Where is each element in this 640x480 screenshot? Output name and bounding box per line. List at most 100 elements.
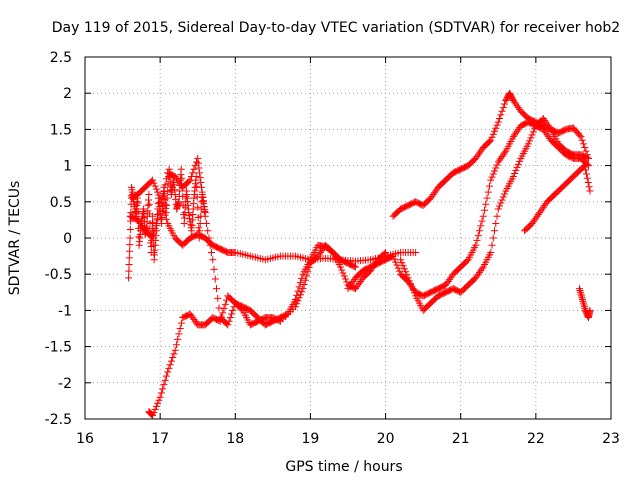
data-point — [489, 234, 497, 242]
x-tick-label: 17 — [151, 431, 169, 447]
data-point — [193, 193, 201, 201]
data-point — [210, 265, 218, 273]
data-point — [531, 125, 539, 133]
data-point — [161, 376, 169, 384]
data-point — [529, 128, 537, 136]
data-point — [491, 127, 499, 135]
data-point — [501, 149, 509, 157]
x-tick-label: 19 — [302, 431, 320, 447]
data-point — [295, 283, 303, 291]
data-point — [498, 153, 506, 161]
data-point — [196, 227, 204, 235]
data-point — [194, 203, 202, 211]
data-point — [357, 277, 365, 285]
data-point — [494, 158, 502, 166]
data-point — [155, 396, 163, 404]
data-point — [477, 222, 485, 230]
data-point — [487, 248, 495, 256]
data-point — [584, 178, 592, 186]
data-point — [432, 187, 440, 195]
data-point — [509, 172, 517, 180]
data-point — [528, 220, 536, 228]
data-point — [169, 353, 177, 361]
data-point — [509, 96, 517, 104]
y-tick-label: -2 — [58, 376, 72, 392]
data-point — [499, 193, 507, 201]
data-point — [474, 270, 482, 278]
data-point — [126, 234, 134, 242]
data-point — [513, 102, 521, 110]
data-point — [190, 165, 198, 173]
data-point — [296, 291, 304, 299]
data-point — [527, 134, 535, 142]
data-point — [509, 133, 517, 141]
data-point — [512, 166, 520, 174]
data-point — [185, 212, 193, 220]
data-point — [224, 321, 232, 329]
data-point — [580, 301, 588, 309]
data-point — [171, 172, 179, 180]
data-point — [152, 185, 160, 193]
data-point — [225, 317, 233, 325]
data-point — [582, 147, 590, 155]
data-point — [543, 120, 551, 128]
data-point — [392, 258, 400, 266]
data-point — [171, 191, 179, 199]
data-point — [492, 164, 500, 172]
data-point — [149, 212, 157, 220]
data-point — [125, 274, 133, 282]
data-point — [407, 280, 415, 288]
y-tick-label: -1.5 — [45, 340, 72, 356]
data-point — [125, 254, 133, 262]
data-point — [496, 156, 504, 164]
data-point — [576, 288, 584, 296]
data-point — [339, 269, 347, 277]
chart-title: Day 119 of 2015, Sidereal Day-to-day VTE… — [52, 20, 620, 36]
data-point — [403, 271, 411, 279]
data-point — [499, 104, 507, 112]
y-tick-label: -0.5 — [45, 267, 72, 283]
data-point — [352, 263, 360, 271]
data-point — [463, 257, 471, 265]
data-point — [211, 275, 219, 283]
data-point — [397, 256, 405, 264]
data-point — [444, 277, 452, 285]
data-point — [134, 216, 142, 224]
y-tick-label: 1 — [63, 159, 72, 175]
data-point — [316, 248, 324, 256]
data-point — [152, 402, 160, 410]
data-point — [314, 252, 322, 260]
data-point — [209, 256, 217, 264]
data-point — [494, 205, 502, 213]
data-point — [513, 163, 521, 171]
data-point — [338, 266, 346, 274]
data-point — [493, 121, 501, 129]
data-point — [380, 250, 388, 258]
data-point — [511, 98, 519, 106]
data-point — [478, 265, 486, 273]
data-point — [484, 188, 492, 196]
data-point — [187, 221, 195, 229]
data-point — [447, 274, 455, 282]
x-tick-label: 22 — [527, 431, 545, 447]
data-point — [536, 209, 544, 217]
data-point — [197, 183, 205, 191]
data-point — [493, 212, 501, 220]
y-axis-label: SDTVAR / TECUs — [7, 181, 23, 296]
data-point — [476, 268, 483, 276]
data-point — [149, 220, 157, 228]
data-point — [205, 234, 213, 242]
data-point — [474, 232, 482, 240]
data-point — [389, 252, 397, 260]
data-point — [445, 276, 453, 284]
y-tick-label: 0.5 — [50, 195, 72, 211]
data-point — [162, 209, 170, 217]
data-point — [493, 161, 501, 169]
data-point — [149, 176, 157, 184]
data-point — [582, 170, 590, 178]
data-point — [195, 234, 203, 242]
y-tick-label: -2.5 — [45, 412, 72, 428]
data-point — [213, 285, 220, 293]
data-point — [164, 187, 172, 195]
data-point — [472, 274, 480, 282]
